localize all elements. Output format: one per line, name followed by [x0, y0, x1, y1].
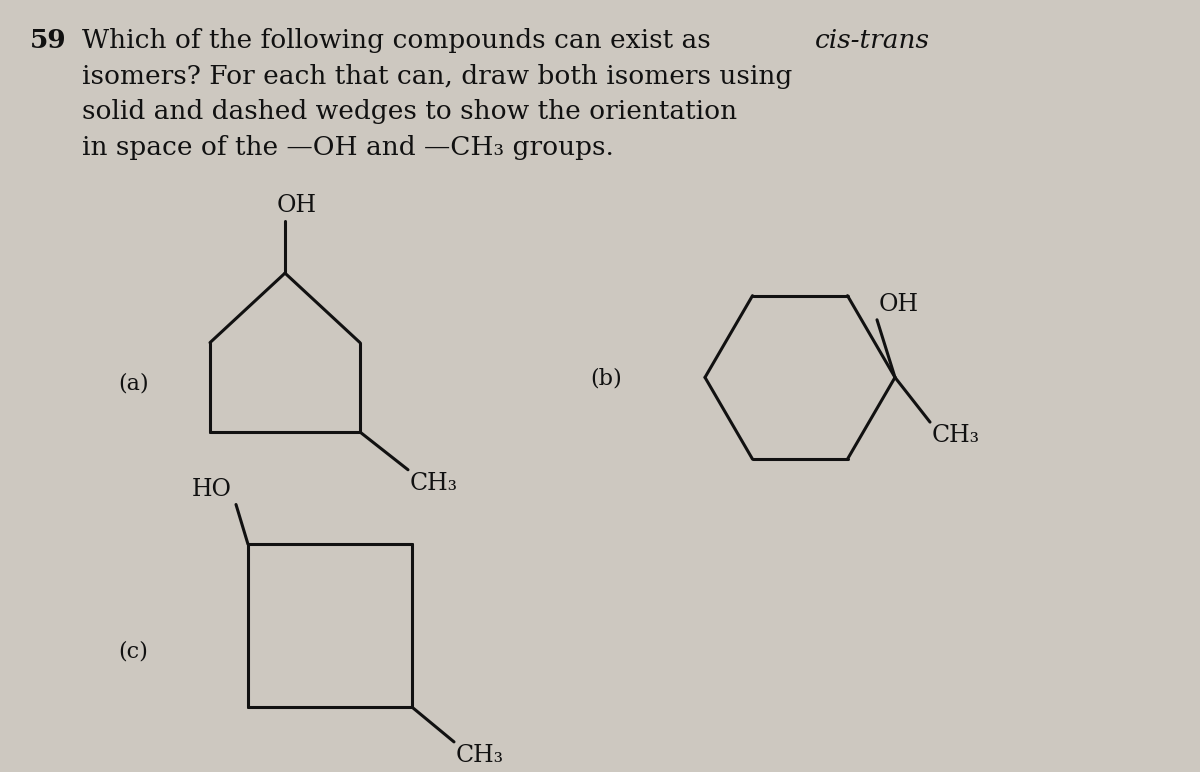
Text: Which of the following compounds can exist as: Which of the following compounds can exi… [82, 28, 719, 52]
Text: in space of the —OH and —CH₃ groups.: in space of the —OH and —CH₃ groups. [82, 135, 614, 160]
Text: CH₃: CH₃ [410, 472, 458, 495]
Text: solid and dashed wedges to show the orientation: solid and dashed wedges to show the orie… [82, 100, 737, 124]
Text: CH₃: CH₃ [456, 744, 504, 767]
Text: (a): (a) [118, 372, 149, 394]
Text: (c): (c) [118, 641, 148, 662]
Text: OH: OH [277, 195, 317, 218]
Text: cis-trans: cis-trans [815, 28, 930, 52]
Text: HO: HO [192, 478, 232, 500]
Text: (b): (b) [590, 367, 622, 389]
Text: OH: OH [878, 293, 919, 316]
Text: 59: 59 [30, 28, 67, 52]
Text: isomers? For each that can, draw both isomers using: isomers? For each that can, draw both is… [82, 63, 792, 89]
Text: CH₃: CH₃ [932, 424, 980, 447]
